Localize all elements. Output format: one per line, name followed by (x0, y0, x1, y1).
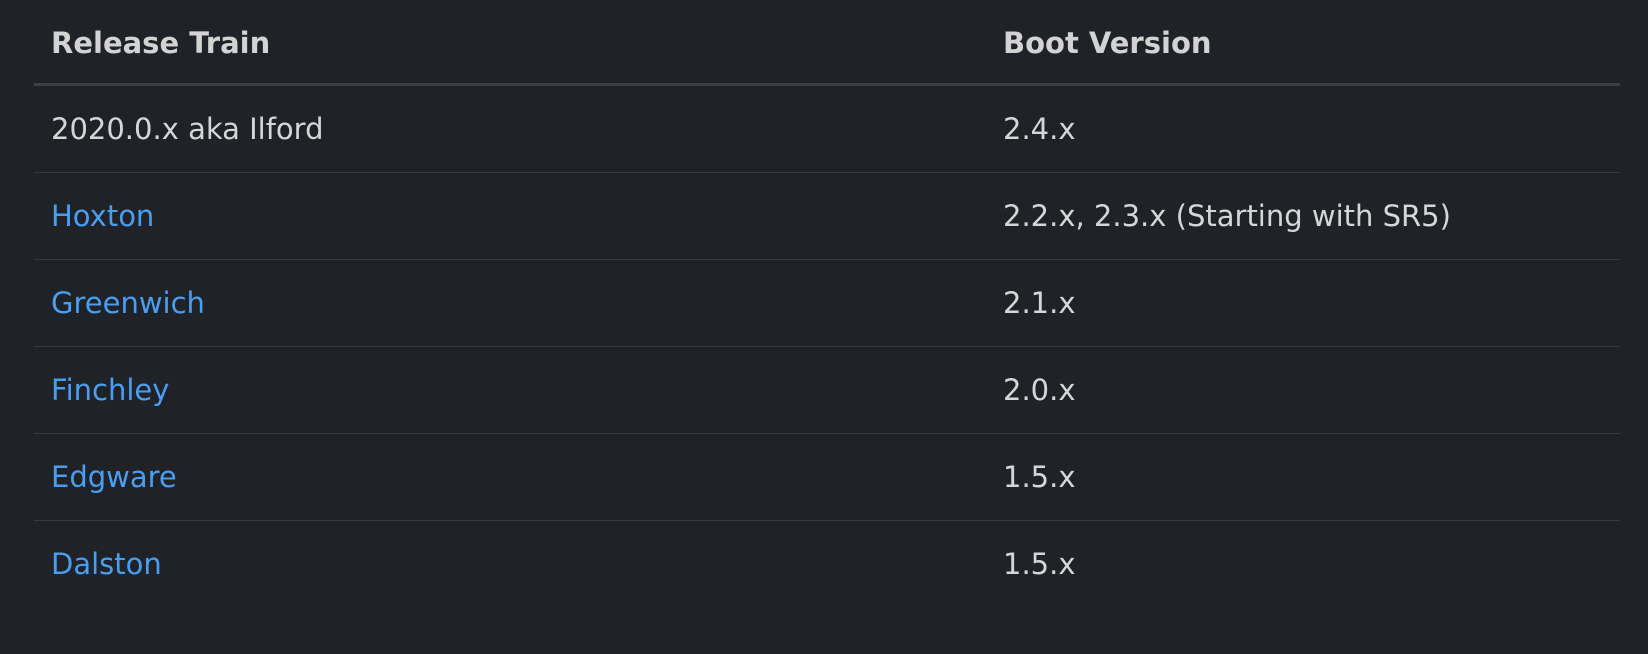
table-row: Dalston 1.5.x (34, 521, 1620, 608)
table-row: Edgware 1.5.x (34, 434, 1620, 521)
release-train-cell: 2020.0.x aka Ilford (34, 111, 986, 146)
header-release-train: Release Train (51, 26, 271, 60)
table-row: Finchley 2.0.x (34, 347, 1620, 434)
boot-version-cell: 2.2.x, 2.3.x (Starting with SR5) (1003, 198, 1451, 233)
boot-version-cell: 1.5.x (1003, 459, 1076, 494)
release-train-cell: Finchley (34, 372, 986, 407)
boot-version-cell: 2.0.x (1003, 372, 1076, 407)
release-train-link-greenwich[interactable]: Greenwich (51, 285, 205, 320)
table-row: 2020.0.x aka Ilford 2.4.x (34, 86, 1620, 173)
release-train-cell: Greenwich (34, 285, 986, 320)
release-train-link-finchley[interactable]: Finchley (51, 372, 170, 407)
release-train-text: 2020.0.x aka Ilford (51, 111, 324, 146)
release-train-cell: Dalston (34, 550, 986, 579)
boot-version-cell: 1.5.x (1003, 547, 1076, 581)
release-train-cell: Edgware (34, 459, 986, 494)
boot-version-cell: 2.1.x (1003, 285, 1076, 320)
header-boot-version: Boot Version (1003, 26, 1212, 60)
release-train-link-hoxton[interactable]: Hoxton (51, 198, 155, 233)
table-header-row: Release Train Boot Version (34, 0, 1620, 86)
release-train-link-dalston[interactable]: Dalston (51, 547, 162, 581)
release-train-table: Release Train Boot Version 2020.0.x aka … (34, 0, 1620, 608)
release-train-cell: Hoxton (34, 198, 986, 233)
table-row: Hoxton 2.2.x, 2.3.x (Starting with SR5) (34, 173, 1620, 260)
table-row: Greenwich 2.1.x (34, 260, 1620, 347)
boot-version-cell: 2.4.x (1003, 111, 1076, 146)
release-train-link-edgware[interactable]: Edgware (51, 459, 177, 494)
